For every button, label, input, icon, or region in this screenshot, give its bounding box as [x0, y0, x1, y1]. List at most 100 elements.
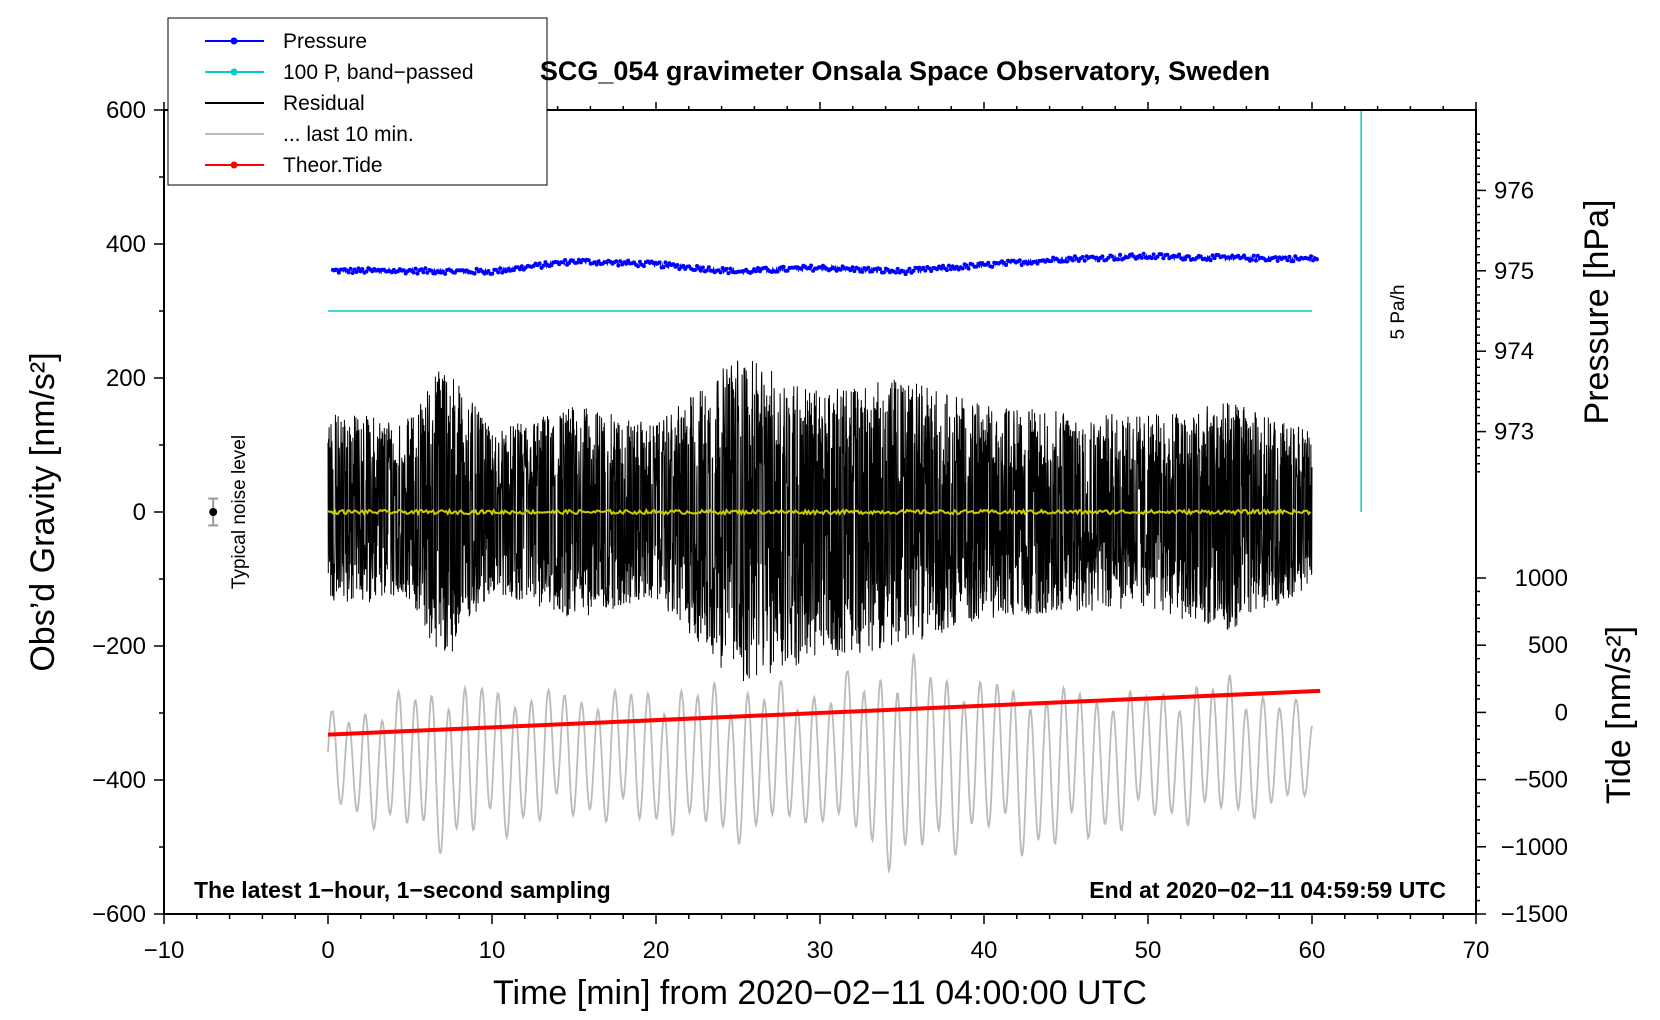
pressure-point	[618, 259, 623, 264]
pressure-point	[850, 265, 855, 270]
pressure-point	[1309, 254, 1313, 259]
y-pressure-tick-label: 974	[1494, 338, 1534, 365]
pressure-point	[726, 271, 731, 276]
y-pressure-tick-label: 976	[1494, 177, 1534, 204]
pressure-point	[974, 264, 979, 269]
pressure-point	[775, 269, 780, 274]
pressure-point	[661, 265, 666, 270]
pressure-point	[1139, 255, 1144, 260]
pressure-point	[1208, 258, 1213, 263]
pressure-point	[567, 261, 572, 265]
y-left-tick-label: −400	[92, 767, 146, 794]
pressure-point	[1118, 252, 1123, 257]
y-left-tick-label: 600	[106, 97, 146, 124]
pressure-point	[675, 263, 680, 267]
pressure-point	[1212, 256, 1217, 261]
pressure-point	[401, 268, 406, 273]
data-layer	[208, 110, 1362, 874]
pressure-point	[960, 266, 965, 271]
y-left-tick-label: −200	[92, 633, 146, 660]
x-tick-label: 0	[321, 937, 334, 964]
pressure-point	[624, 261, 629, 266]
pressure-point	[1242, 253, 1247, 258]
pressure-point	[724, 266, 729, 271]
pressure-point	[1094, 255, 1099, 260]
pressure-point	[1285, 258, 1290, 263]
pressure-point	[882, 270, 886, 275]
pressure-point	[1004, 263, 1008, 267]
pressure-point	[1183, 257, 1188, 262]
legend-label: 100 P, band−passed	[283, 61, 474, 84]
pressure-point	[336, 270, 341, 275]
pressure-point	[706, 265, 711, 270]
pressure-point	[700, 265, 705, 270]
pressure-point	[472, 271, 477, 276]
chart-title: SCG_054 gravimeter Onsala Space Observat…	[540, 56, 1270, 86]
pressure-point	[893, 270, 898, 275]
y-left-tick-label: −600	[92, 901, 146, 928]
pressure-point	[1165, 252, 1170, 257]
rate-label: 5 Pa/h	[1388, 285, 1409, 340]
pressure-point	[614, 259, 619, 264]
y-left-tick-label: 200	[106, 365, 146, 392]
legend-marker	[230, 68, 238, 76]
pressure-point	[1065, 259, 1069, 264]
x-axis-title: Time [min] from 2020−02−11 04:00:00 UTC	[493, 974, 1147, 1012]
y-left-tick-label: 400	[106, 231, 146, 258]
pressure-point	[636, 264, 640, 269]
y-pressure-tick-label: 973	[1494, 419, 1534, 446]
pressure-point	[496, 270, 501, 275]
pressure-point	[1275, 258, 1280, 263]
x-tick-label: 40	[971, 937, 998, 964]
pressure-point	[415, 271, 420, 276]
pressure-point	[421, 270, 426, 275]
pressure-point	[626, 258, 631, 263]
pressure-point	[541, 263, 546, 268]
x-tick-label: 20	[643, 937, 670, 964]
note-end-time: End at 2020−02−11 04:59:59 UTC	[1089, 877, 1446, 903]
pressure-point	[356, 266, 361, 271]
legend-label: Theor.Tide	[283, 154, 383, 177]
pressure-point	[1116, 257, 1121, 262]
pressure-point	[663, 260, 668, 265]
pressure-point	[346, 270, 351, 275]
pressure-point	[966, 266, 971, 271]
pressure-point	[657, 260, 662, 265]
pressure-point	[907, 266, 912, 271]
pressure-point	[929, 269, 934, 273]
pressure-point	[490, 271, 495, 276]
pressure-point	[354, 270, 359, 274]
pressure-point	[923, 268, 928, 273]
pressure-point	[1151, 252, 1156, 257]
y-left-tick-label: 0	[133, 499, 146, 526]
pressure-point	[848, 268, 853, 273]
x-tick-label: −10	[144, 937, 185, 964]
pressure-point	[1250, 257, 1254, 262]
pressure-point	[860, 269, 865, 274]
pressure-point	[964, 263, 969, 268]
series-last-10-min	[327, 651, 1313, 874]
pressure-point	[1291, 259, 1296, 264]
pressure-point	[948, 267, 953, 272]
x-tick-label: 70	[1463, 937, 1490, 964]
pressure-point	[954, 264, 959, 269]
pressure-point	[1149, 256, 1154, 261]
pressure-point	[537, 261, 542, 266]
pressure-point	[986, 260, 991, 265]
x-tick-label: 50	[1135, 937, 1162, 964]
y-axis-title-pressure: Pressure [hPa]	[1578, 200, 1616, 425]
pressure-point	[1100, 254, 1105, 259]
legend-marker	[230, 37, 238, 45]
series-residual-smoothed	[327, 507, 1312, 517]
pressure-point	[785, 268, 790, 273]
pressure-point	[413, 266, 418, 271]
pressure-point	[781, 264, 786, 269]
pressure-point	[334, 267, 339, 272]
axes-layer: −10 0 10 20 30 40 50 60 70 600 400 200 0 −200 −400 −600…	[92, 97, 1568, 964]
pressure-point	[1253, 258, 1258, 263]
pressure-point	[935, 267, 940, 272]
legend: Pressure 100 P, band−passed Residual ... la…	[167, 17, 548, 186]
pressure-point	[575, 260, 579, 265]
pressure-point	[1049, 259, 1054, 264]
